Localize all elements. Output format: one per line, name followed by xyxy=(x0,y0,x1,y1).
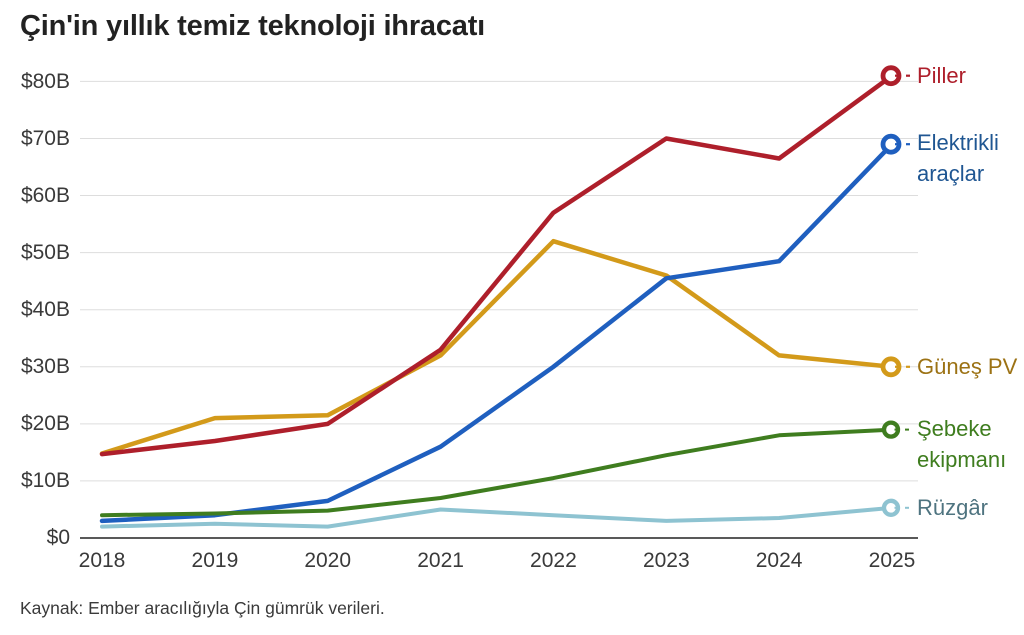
svg-text:2025: 2025 xyxy=(869,549,916,572)
svg-text:2020: 2020 xyxy=(304,549,351,572)
svg-text:$70B: $70B xyxy=(21,127,70,150)
svg-text:Şebeke: Şebeke xyxy=(917,416,992,441)
svg-text:$80B: $80B xyxy=(21,70,70,93)
svg-text:2021: 2021 xyxy=(417,549,464,572)
svg-text:$0: $0 xyxy=(47,526,70,549)
svg-text:$20B: $20B xyxy=(21,412,70,435)
svg-text:$50B: $50B xyxy=(21,241,70,264)
svg-text:Piller: Piller xyxy=(917,63,966,88)
svg-text:2018: 2018 xyxy=(79,549,126,572)
svg-text:Elektrikli: Elektrikli xyxy=(917,130,999,155)
svg-text:ekipmanı: ekipmanı xyxy=(917,447,1006,472)
svg-text:2023: 2023 xyxy=(643,549,690,572)
svg-text:$40B: $40B xyxy=(21,298,70,321)
svg-text:2022: 2022 xyxy=(530,549,577,572)
svg-text:araçlar: araçlar xyxy=(917,161,984,186)
svg-text:Rüzgâr: Rüzgâr xyxy=(917,495,988,520)
svg-text:2024: 2024 xyxy=(756,549,803,572)
svg-text:$30B: $30B xyxy=(21,355,70,378)
svg-text:2019: 2019 xyxy=(192,549,239,572)
svg-text:$60B: $60B xyxy=(21,184,70,207)
svg-text:$10B: $10B xyxy=(21,469,70,492)
svg-text:Güneş PV: Güneş PV xyxy=(917,354,1018,379)
